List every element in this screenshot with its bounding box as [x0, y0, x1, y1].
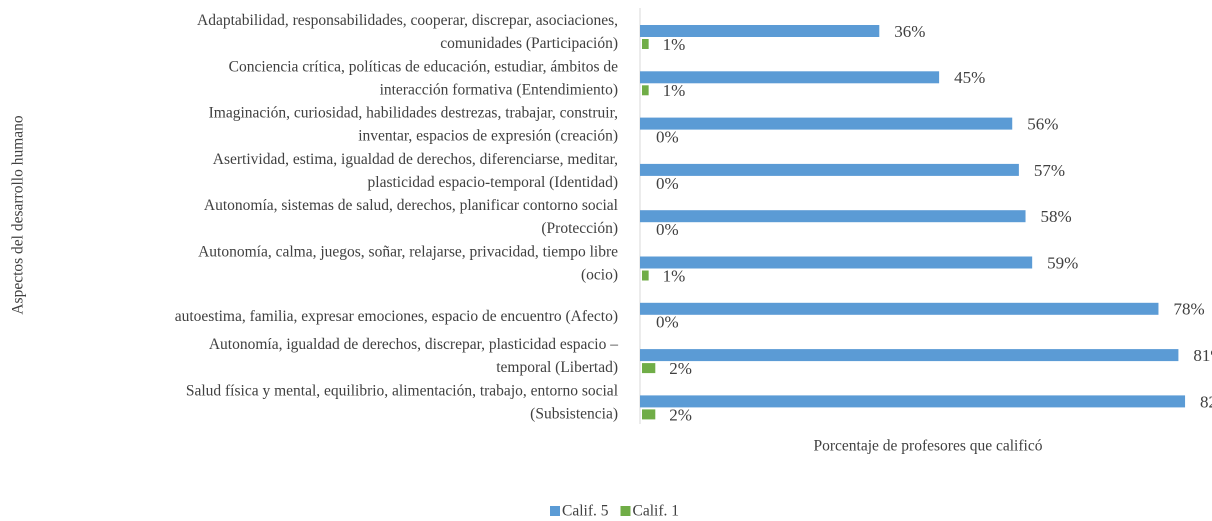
value-label: 0%: [656, 128, 679, 147]
y-tick-label-line: Autonomía, calma, juegos, soñar, relajar…: [198, 243, 618, 260]
value-label: 59%: [1047, 253, 1078, 272]
bar: [642, 409, 656, 420]
value-label: 0%: [656, 174, 679, 193]
y-tick-label-line: interacción formativa (Entendimiento): [380, 81, 618, 98]
bar: [640, 349, 1179, 362]
y-tick-label-line: Salud física y mental, equilibrio, alime…: [186, 382, 618, 399]
bar: [640, 395, 1186, 408]
bar: [640, 256, 1033, 269]
y-tick-label: Conciencia crítica, políticas de educaci…: [229, 58, 618, 98]
value-label: 2%: [669, 405, 692, 424]
y-tick-label-line: (ocio): [581, 266, 618, 283]
bar: [640, 302, 1159, 315]
bar: [640, 71, 940, 84]
value-label: 82%: [1200, 392, 1212, 411]
x-axis-label: Porcentaje de profesores que calificó: [814, 438, 1043, 455]
y-tick-label: autoestima, familia, expresar emociones,…: [175, 307, 618, 324]
y-tick-label-line: inventar, espacios de expresión (creació…: [358, 127, 618, 144]
y-tick-label-line: plasticidad espacio-temporal (Identidad): [368, 173, 618, 190]
value-label: 0%: [656, 313, 679, 332]
y-tick-label-line: Conciencia crítica, políticas de educaci…: [229, 58, 618, 75]
y-tick-label: Imaginación, curiosidad, habilidades des…: [209, 104, 618, 144]
y-tick-label: Salud física y mental, equilibrio, alime…: [186, 382, 618, 422]
legend: Calif. 5 Calif. 1: [550, 503, 679, 520]
y-tick-label: Adaptabilidad, responsabilidades, cooper…: [197, 12, 618, 52]
value-label: 45%: [954, 68, 985, 87]
legend-swatch: [620, 506, 631, 516]
y-tick-label-line: (Subsistencia): [530, 405, 618, 422]
value-label: 1%: [663, 266, 686, 285]
value-label: 57%: [1034, 161, 1065, 180]
y-tick-label: Autonomía, sistemas de salud, derechos, …: [204, 197, 618, 237]
value-label: 58%: [1041, 207, 1072, 226]
bar: [642, 85, 649, 96]
y-tick-label-line: Autonomía, igualdad de derechos, discrep…: [209, 336, 618, 353]
value-label: 56%: [1027, 115, 1058, 134]
bar: [642, 39, 649, 49]
y-tick-label: Autonomía, igualdad de derechos, discrep…: [209, 336, 618, 376]
value-label: 81%: [1193, 346, 1212, 365]
bar: [642, 363, 656, 374]
value-label: 2%: [669, 359, 692, 378]
value-label: 78%: [1173, 300, 1204, 319]
value-label: 36%: [894, 22, 925, 41]
y-tick-label-line: autoestima, familia, expresar emociones,…: [175, 307, 618, 324]
y-tick-label-line: Adaptabilidad, responsabilidades, cooper…: [197, 12, 618, 29]
bar: [640, 210, 1026, 223]
legend-label: Calif. 1: [633, 503, 680, 520]
y-tick-label: Autonomía, calma, juegos, soñar, relajar…: [198, 243, 618, 283]
value-label: 0%: [656, 220, 679, 239]
value-label: 1%: [663, 81, 686, 100]
y-axis-label: Aspectos del desarrollo humano: [10, 115, 27, 315]
y-tick-label-line: Autonomía, sistemas de salud, derechos, …: [204, 197, 618, 214]
bar: [640, 163, 1019, 176]
bar: [640, 117, 1013, 130]
legend-swatch: [550, 506, 560, 516]
y-tick-label: Asertividad, estima, igualdad de derecho…: [213, 150, 618, 190]
y-tick-label-line: Imaginación, curiosidad, habilidades des…: [209, 104, 618, 121]
y-tick-label-line: temporal (Libertad): [496, 359, 618, 376]
value-label: 1%: [663, 35, 686, 54]
legend-label: Calif. 5: [562, 503, 609, 520]
bar: [640, 25, 880, 37]
y-tick-label-line: comunidades (Participación): [440, 35, 618, 52]
y-tick-label-line: Asertividad, estima, igualdad de derecho…: [213, 150, 618, 167]
y-tick-label-line: (Protección): [541, 220, 618, 237]
bar: [642, 270, 649, 281]
